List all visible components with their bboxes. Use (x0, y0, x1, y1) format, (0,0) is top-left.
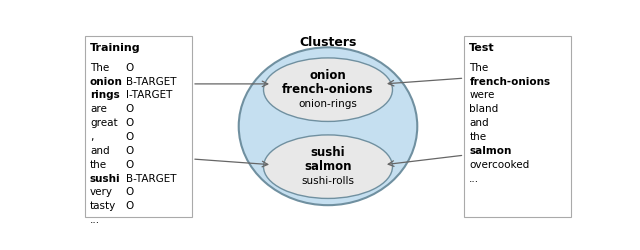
Ellipse shape (264, 135, 392, 198)
Text: french-onions: french-onions (469, 76, 550, 86)
FancyBboxPatch shape (465, 36, 571, 217)
Text: O: O (125, 201, 134, 211)
Text: sushi: sushi (310, 146, 346, 159)
Text: were: were (469, 90, 495, 101)
Text: Test: Test (469, 44, 495, 54)
Text: salmon: salmon (469, 146, 512, 156)
Text: O: O (125, 160, 134, 170)
Text: O: O (125, 63, 134, 73)
Text: onion: onion (90, 76, 123, 86)
Text: bland: bland (469, 104, 499, 114)
Text: tasty: tasty (90, 201, 116, 211)
Text: rings: rings (90, 90, 120, 101)
Text: Training: Training (90, 44, 141, 54)
Text: sushi-rolls: sushi-rolls (301, 176, 355, 186)
Text: the: the (90, 160, 107, 170)
Text: and: and (90, 146, 109, 156)
Text: O: O (125, 146, 134, 156)
Text: ...: ... (90, 215, 100, 225)
Text: B-TARGET: B-TARGET (125, 174, 176, 184)
Text: ,: , (90, 132, 93, 142)
Text: are: are (90, 104, 107, 114)
Text: onion: onion (310, 69, 346, 82)
Text: O: O (125, 132, 134, 142)
Ellipse shape (239, 47, 417, 205)
Text: onion-rings: onion-rings (299, 99, 357, 109)
Text: The: The (469, 63, 488, 73)
Text: french-onions: french-onions (282, 83, 374, 96)
Text: O: O (125, 188, 134, 198)
Text: The: The (90, 63, 109, 73)
Ellipse shape (264, 58, 392, 122)
Text: great: great (90, 118, 118, 128)
Text: and: and (469, 118, 489, 128)
Text: O: O (125, 104, 134, 114)
Text: O: O (125, 118, 134, 128)
Text: B-TARGET: B-TARGET (125, 76, 176, 86)
Text: salmon: salmon (304, 160, 352, 173)
Text: Clusters: Clusters (300, 36, 356, 49)
Text: sushi: sushi (90, 174, 120, 184)
Text: very: very (90, 188, 113, 198)
Text: ...: ... (469, 174, 479, 184)
Text: the: the (469, 132, 486, 142)
FancyBboxPatch shape (85, 36, 191, 217)
Text: overcooked: overcooked (469, 160, 530, 170)
Text: I-TARGET: I-TARGET (125, 90, 172, 101)
